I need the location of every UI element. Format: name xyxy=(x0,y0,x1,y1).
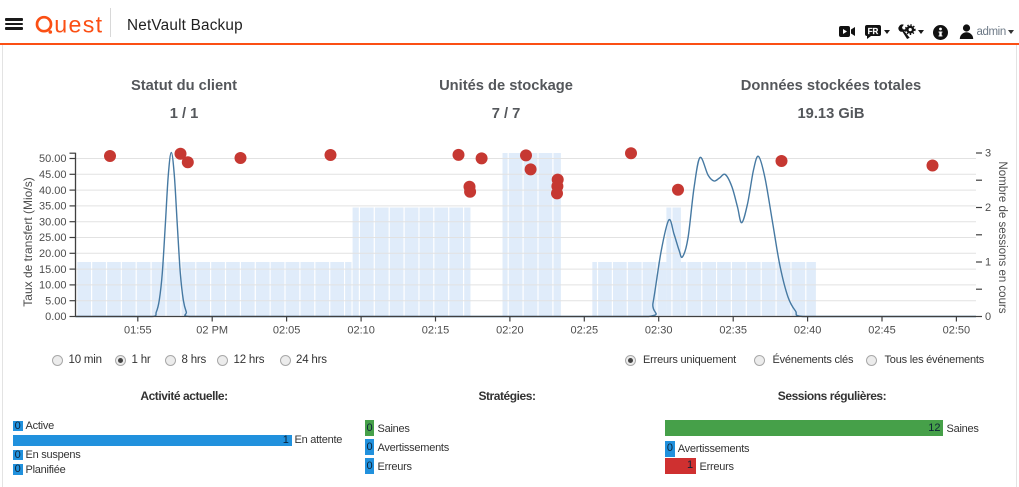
svg-text:10.00: 10.00 xyxy=(39,280,67,292)
svg-text:02:50: 02:50 xyxy=(943,325,971,337)
svg-text:02:05: 02:05 xyxy=(273,325,301,337)
svg-text:35.00: 35.00 xyxy=(39,201,67,213)
svg-text:2: 2 xyxy=(985,202,991,214)
svg-text:15.00: 15.00 xyxy=(39,264,67,276)
svg-text:30.00: 30.00 xyxy=(39,216,67,228)
svg-text:50.00: 50.00 xyxy=(39,153,67,165)
svg-text:02:20: 02:20 xyxy=(496,325,524,337)
svg-text:uest: uest xyxy=(54,13,103,38)
svg-text:01:55: 01:55 xyxy=(124,325,152,337)
svg-text:0.00: 0.00 xyxy=(45,311,66,323)
svg-text:25.00: 25.00 xyxy=(39,232,67,244)
svg-text:40.00: 40.00 xyxy=(39,185,67,197)
svg-text:1: 1 xyxy=(985,257,991,269)
svg-text:45.00: 45.00 xyxy=(39,169,67,181)
svg-text:3: 3 xyxy=(985,148,991,160)
svg-text:FR: FR xyxy=(868,27,879,36)
svg-text:02:15: 02:15 xyxy=(422,325,450,337)
svg-text:02:10: 02:10 xyxy=(347,325,375,337)
svg-text:20.00: 20.00 xyxy=(39,248,67,260)
svg-text:02:35: 02:35 xyxy=(719,325,747,337)
svg-text:Nombre de sessions en cours: Nombre de sessions en cours xyxy=(996,161,1008,313)
svg-text:02:40: 02:40 xyxy=(794,325,822,337)
svg-text:02:30: 02:30 xyxy=(645,325,673,337)
svg-text:02 PM: 02 PM xyxy=(196,325,228,337)
svg-text:Taux de transfert (Mio/s): Taux de transfert (Mio/s) xyxy=(21,177,35,306)
svg-text:02:45: 02:45 xyxy=(868,325,896,337)
svg-text:0: 0 xyxy=(985,311,991,323)
svg-text:02:25: 02:25 xyxy=(571,325,599,337)
svg-text:5.00: 5.00 xyxy=(45,295,66,307)
